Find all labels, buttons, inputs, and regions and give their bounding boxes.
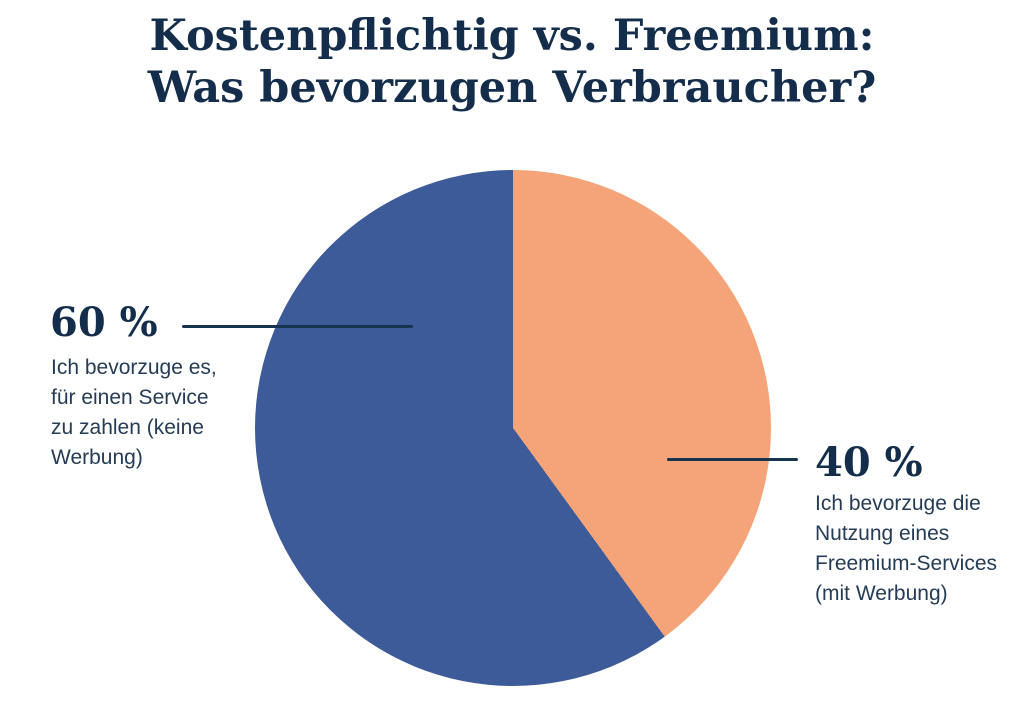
- slice-value-label-paid: 60 %: [50, 299, 158, 346]
- callout-line-freemium: [667, 458, 798, 461]
- slice-value-label-freemium: 40 %: [815, 439, 923, 486]
- chart-title: Kostenpflichtig vs. Freemium: Was bevorz…: [0, 10, 1024, 114]
- slice-description-paid: Ich bevorzuge es, für einen Service zu z…: [51, 356, 217, 469]
- pie-chart: [255, 170, 771, 686]
- chart-title-line-1: Kostenpflichtig vs. Freemium:: [149, 11, 875, 61]
- chart-title-line-2: Was bevorzugen Verbraucher?: [147, 63, 877, 113]
- callout-line-paid: [182, 325, 413, 328]
- slice-description-freemium: Ich bevorzuge die Nutzung eines Freemium…: [815, 492, 998, 605]
